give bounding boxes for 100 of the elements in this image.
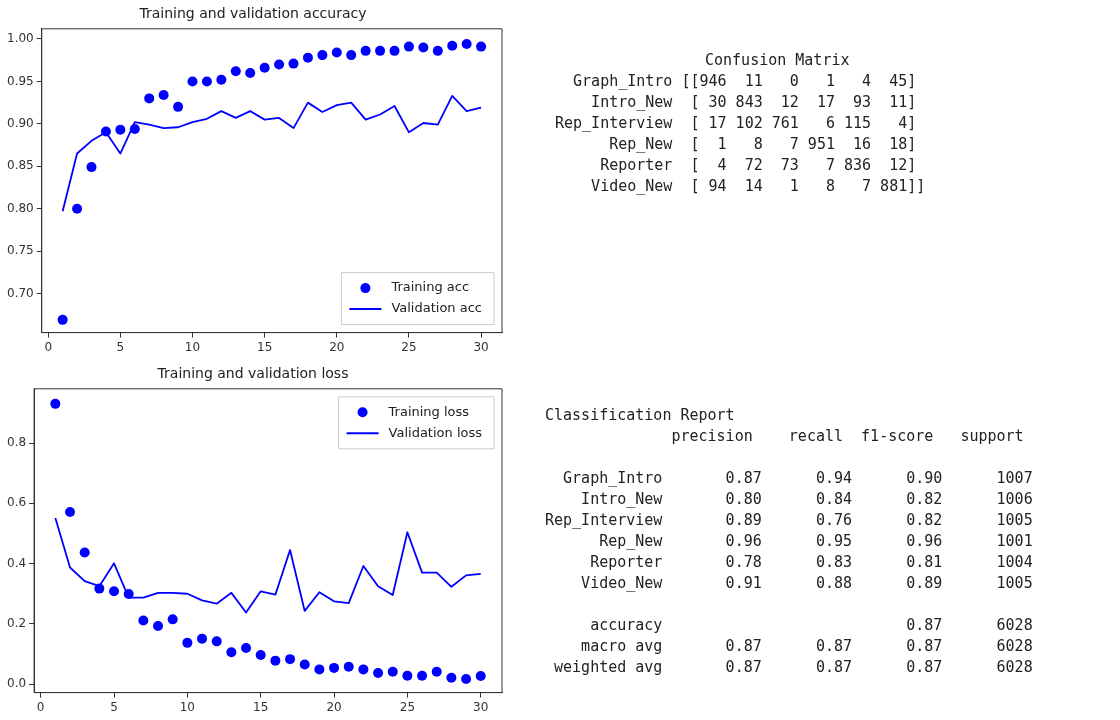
x-tick-label: 15 [253,699,269,714]
point [57,314,68,325]
chart-title: Training and validation accuracy [138,5,367,22]
x-tick-label: 20 [329,339,345,354]
point [358,664,369,675]
text: Reporter 0.78 0.83 0.81 1004 [589,552,1033,573]
y-tick-label: 0.95 [7,73,34,88]
text: Video_New 0.91 0.88 0.89 1005 [580,573,1033,594]
x-tick-label: 10 [179,699,196,714]
point [255,649,266,660]
point [182,637,193,648]
point [187,76,198,87]
point [402,670,413,681]
text: Intro_New 0.80 0.84 0.82 1006 [580,489,1033,510]
point [167,614,178,625]
text: macro avg 0.87 0.87 0.87 6028 [580,636,1033,657]
point [50,398,61,409]
chart-title: Training and validation loss [156,365,349,382]
point [346,50,357,61]
point [123,589,134,600]
legend-label: Training acc [390,279,470,295]
point [94,583,105,594]
x-tick-label: 30 [473,699,489,714]
point [129,123,140,134]
point [387,666,398,677]
y-tick-label: 0.0 [6,676,27,691]
point [476,41,487,52]
point [274,59,285,70]
y-tick-label: 0.70 [7,285,34,300]
point [144,93,155,104]
point [317,50,328,61]
x-tick-label: 30 [473,339,489,354]
text: Rep_Interview 0.89 0.76 0.82 1005 [545,510,1033,531]
point [432,45,443,56]
point [285,654,296,665]
point [270,655,281,666]
point [288,58,299,69]
text: Video_New [ 94 14 1 8 7 881]] [590,176,926,197]
point [241,642,252,653]
y-tick-label: 0.80 [7,200,34,215]
text: Graph_Intro 0.87 0.94 0.90 1007 [562,468,1033,489]
point [431,666,442,677]
point [417,670,428,681]
point [314,664,325,675]
point [211,636,222,647]
point [302,52,313,63]
y-tick-label: 0.85 [7,158,34,173]
text: weighted avg 0.87 0.87 0.87 6028 [553,657,1033,678]
point [461,39,472,50]
y-tick-label: 1.00 [7,31,34,46]
legend-label: Training loss [387,403,470,419]
text: Rep_New [ 1 8 7 951 16 18] [608,134,918,155]
x-tick-label: 10 [184,339,201,354]
point [259,62,270,73]
point [201,76,212,87]
point [475,671,486,682]
legend-label: Validation acc [391,300,483,316]
text: Rep_Interview [ 17 102 761 6 115 4] [555,113,918,134]
x-tick-label: 25 [399,699,416,714]
point [245,67,256,78]
point [100,126,111,137]
point [173,101,184,112]
point [72,203,83,214]
point [138,615,149,626]
x-tick-label: 5 [116,339,125,354]
text: Graph_Intro [[946 11 0 1 4 45] [572,71,918,92]
legend-label: Validation loss [388,424,483,440]
point [216,74,227,85]
point [329,662,340,673]
x-tick-label: 0 [36,699,45,714]
point [86,162,97,173]
point [299,659,310,670]
text: accuracy 0.87 6028 [589,615,1033,636]
point [343,661,354,672]
y-tick-label: 0.8 [6,435,27,450]
point [153,620,164,631]
x-tick-label: 20 [326,699,342,714]
point [446,672,457,683]
text: Classification Report [545,405,736,426]
point [158,89,169,100]
text: Intro_New [ 30 843 12 17 93 11] [590,92,918,113]
point [79,547,90,558]
point [360,45,371,56]
point [461,674,472,685]
y-tick-label: 0.75 [7,243,34,258]
text: Rep_New 0.96 0.95 0.96 1001 [598,531,1033,552]
x-tick-label: 15 [257,339,273,354]
y-tick-label: 0.4 [6,555,27,570]
point [447,40,458,51]
x-tick-label: 25 [401,339,417,354]
point [65,507,76,518]
point [115,124,126,135]
y-tick-label: 0.2 [6,616,27,631]
text: precision recall f1-score support [670,426,1025,447]
point [389,45,400,56]
point [403,41,414,52]
y-tick-label: 0.6 [6,495,27,510]
point [109,586,120,597]
point [230,66,241,77]
point [375,45,386,56]
